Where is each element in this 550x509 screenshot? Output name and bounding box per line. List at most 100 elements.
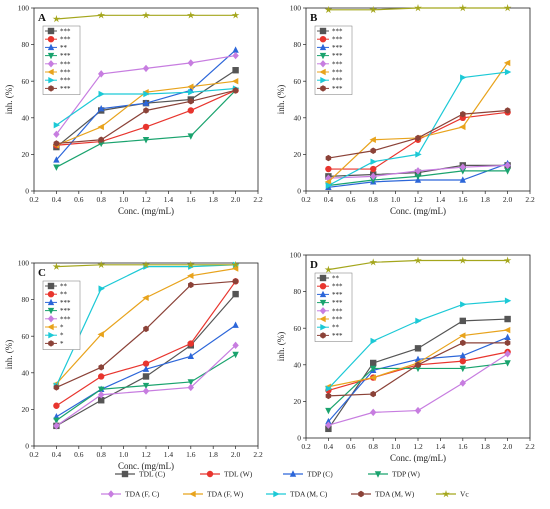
legend-marker [47, 291, 55, 298]
data-point [414, 406, 422, 415]
data-point [232, 87, 239, 94]
data-point [370, 337, 377, 345]
legend-marker [320, 77, 327, 84]
data-point [415, 151, 422, 158]
data-point [188, 88, 195, 96]
significance-mark: *** [332, 316, 343, 324]
data-point [459, 176, 466, 183]
x-tick-label: 2.0 [231, 195, 241, 204]
data-point [504, 339, 511, 347]
data-point [187, 59, 194, 67]
series-7 [325, 297, 512, 392]
data-point [503, 4, 512, 12]
legend-marker [273, 490, 280, 498]
legend-marker [319, 283, 327, 290]
y-axis-label: inh. (%) [4, 85, 14, 115]
data-point [53, 384, 60, 391]
data-point [504, 68, 512, 76]
data-point [414, 345, 422, 352]
legend-marker [107, 490, 115, 498]
data-point [53, 164, 60, 171]
legend-item: TDL (C) [115, 470, 166, 479]
legend-marker [319, 27, 327, 35]
x-tick-label: 1.8 [209, 450, 219, 459]
data-point [53, 422, 60, 430]
data-point [231, 11, 240, 19]
significance-mark: *** [60, 77, 71, 85]
series-8 [325, 339, 511, 400]
x-tick-label: 0.6 [74, 450, 84, 459]
legend-item: TDA (M, W) [351, 490, 415, 499]
x-tick-label: 2.0 [503, 195, 513, 204]
data-point [325, 421, 332, 429]
x-tick-label: 1.6 [186, 450, 196, 459]
legend-label: TDL (W) [224, 470, 253, 479]
series-5 [325, 161, 511, 182]
significance-mark: *** [332, 44, 343, 52]
x-tick-label: 1.8 [481, 442, 491, 451]
data-point [459, 357, 466, 365]
series-line [327, 62, 509, 183]
data-point [369, 258, 377, 266]
y-tick-label: 60 [294, 324, 302, 333]
panel-label: B [310, 12, 318, 24]
data-point [325, 165, 332, 173]
y-tick-label: 60 [294, 77, 302, 86]
data-point [53, 156, 60, 163]
x-tick-label: 0.6 [346, 195, 356, 204]
x-tick-label: 1.8 [481, 195, 491, 204]
legend-marker [320, 85, 326, 92]
significance-mark: * [60, 340, 64, 348]
x-tick-label: 0.4 [324, 195, 334, 204]
data-point [187, 83, 194, 90]
data-point [187, 352, 194, 360]
significance-mark: ** [60, 291, 68, 299]
legend-marker [47, 27, 55, 35]
significance-legend: ********************** [314, 272, 353, 342]
series-9 [52, 11, 240, 23]
series-5 [53, 51, 239, 138]
data-point [415, 317, 422, 325]
y-tick-label: 0 [297, 434, 301, 443]
x-tick-label: 0.4 [52, 195, 62, 204]
data-point [53, 402, 60, 409]
legend-item: TDP (W) [368, 470, 420, 479]
y-tick-label: 80 [22, 40, 30, 49]
data-point [98, 70, 105, 78]
series-line [327, 300, 508, 390]
data-point [188, 281, 194, 289]
data-point [370, 177, 377, 184]
significance-mark: *** [332, 52, 343, 60]
data-point [370, 172, 377, 181]
data-point [459, 123, 466, 131]
series-9 [324, 256, 512, 273]
data-point [143, 107, 149, 114]
data-point [414, 256, 422, 264]
data-point [232, 278, 239, 285]
y-tick-label: 80 [294, 40, 302, 49]
x-tick-label: 1.4 [164, 450, 174, 459]
significance-legend: *********************** [42, 25, 81, 95]
series-9 [52, 260, 240, 270]
legend-marker [48, 85, 54, 92]
data-point [142, 260, 150, 269]
bottom-legend: TDL (C) TDL (W) TDP (C) TDP (W) TDA (F, C) TD… [101, 470, 469, 499]
x-axis-label: Conc. (mg/mL) [390, 453, 446, 463]
data-point [187, 340, 194, 347]
data-point [504, 315, 511, 323]
data-point [459, 256, 467, 264]
legend-marker [319, 274, 327, 282]
legend-marker [319, 43, 327, 51]
data-point [459, 168, 466, 175]
y-tick-label: 0 [25, 187, 29, 196]
y-tick-label: 0 [25, 442, 29, 451]
data-point [98, 285, 105, 292]
data-point [142, 387, 150, 395]
legend-marker [442, 490, 450, 498]
data-point [53, 130, 60, 138]
series-5 [53, 341, 239, 430]
legend-item: TDA (F, W) [183, 490, 244, 499]
data-point [504, 168, 511, 175]
data-point [142, 64, 150, 73]
x-axis-label: Conc. (mg/mL) [118, 461, 174, 471]
